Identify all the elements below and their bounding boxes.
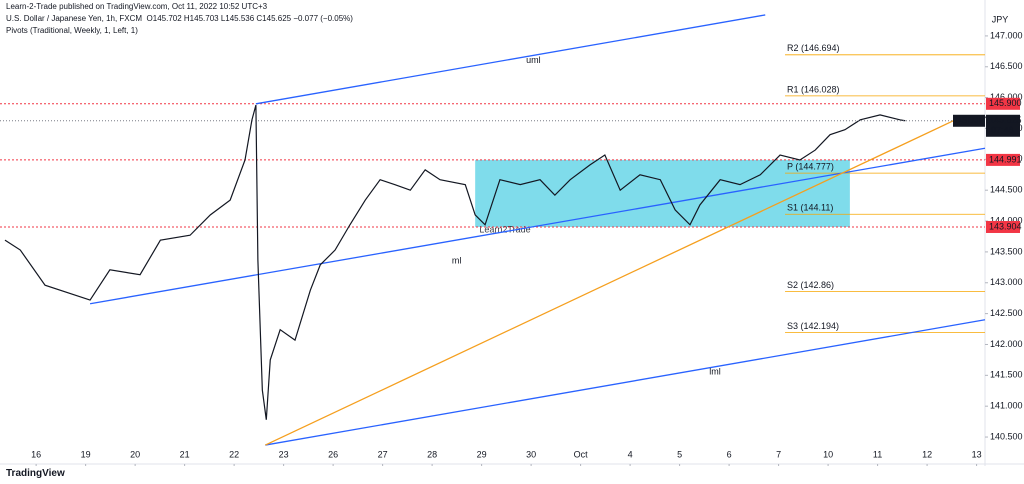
y-tick-label: 141.500 [990, 370, 1023, 380]
x-tick-label: 12 [922, 449, 932, 459]
level-tag [986, 153, 1020, 166]
level-tag [986, 97, 1020, 110]
x-tick-label: Oct [574, 449, 589, 459]
trendline-label: ml [452, 256, 462, 266]
symbol-tag [953, 114, 985, 127]
ohlc: O145.702 H145.703 L145.536 C145.625 −0.0… [146, 14, 353, 23]
pivot-label: R2 (146.694) [787, 43, 840, 53]
y-tick-label: 142.000 [990, 339, 1023, 349]
y-tick-label: 140.500 [990, 431, 1023, 441]
x-tick-label: 10 [823, 449, 833, 459]
x-tick-label: 6 [727, 449, 732, 459]
pivot-label: P (144.777) [787, 161, 834, 171]
watermark: Learn2Trade [479, 224, 530, 234]
level-label: 144.991 [989, 154, 1022, 164]
chart: JPY 140.500 141.000 141.500 142.000 142.500 14… [0, 0, 1024, 466]
x-tick-label: 22 [229, 449, 239, 459]
level-label: 143.904 [989, 221, 1022, 231]
zone [475, 159, 850, 227]
trendline-label: uml [526, 55, 541, 65]
x-tick-label: 11 [873, 449, 882, 459]
y-tick-label: 144.000 [990, 215, 1023, 225]
pivot-label: S1 (144.11) [787, 203, 833, 213]
price-tag-time: 07:48 [991, 125, 1014, 135]
x-tick-label: 21 [180, 449, 190, 459]
currency: JPY [992, 14, 1009, 24]
level-label: 145.900 [989, 98, 1022, 108]
x-tick-label: 30 [526, 449, 536, 459]
symbol: U.S. Dollar / Japanese Yen, 1h, FXCM [6, 14, 143, 23]
symbol-tag-label: USDJPY [955, 115, 991, 125]
y-tick-label: 143.500 [990, 246, 1023, 256]
symbol-line: U.S. Dollar / Japanese Yen, 1h, FXCM O14… [6, 14, 353, 23]
y-tick-label: 144.500 [990, 185, 1023, 195]
trendline-label: lml [709, 367, 721, 377]
x-tick-label: 13 [972, 449, 982, 459]
x-tick-label: 7 [776, 449, 781, 459]
y-tick-label: 141.000 [990, 401, 1023, 411]
trendline [89, 147, 986, 305]
y-tick-label: 147.000 [990, 30, 1023, 40]
x-tick-label: 4 [628, 449, 633, 459]
y-tick-label: 142.500 [990, 308, 1023, 318]
price-line [4, 104, 906, 420]
x-tick-label: 26 [328, 449, 338, 459]
x-tick-label: 20 [130, 449, 140, 459]
x-tick-label: 23 [279, 449, 289, 459]
pivot-label: R1 (146.028) [787, 84, 840, 94]
y-tick-label: 146.000 [990, 92, 1023, 102]
pivot-label: S3 (142.194) [787, 321, 839, 331]
price-tag [986, 114, 1020, 137]
pivot-label: S2 (142.86) [787, 280, 834, 290]
y-tick-label: 146.500 [990, 61, 1023, 71]
price-tag-label: 145.625 [989, 115, 1022, 125]
indicator: Pivots (Traditional, Weekly, 1, Left, 1) [6, 26, 138, 35]
x-tick-label: 28 [427, 449, 437, 459]
publisher: Learn-2-Trade published on TradingView.c… [6, 2, 268, 11]
level-tag [986, 220, 1020, 233]
trendline [255, 14, 766, 105]
x-tick-label: 27 [378, 449, 388, 459]
brand: TradingView [6, 468, 65, 479]
x-tick-label: 5 [677, 449, 682, 459]
y-tick-label: 143.000 [990, 277, 1023, 287]
x-tick-label: 19 [81, 449, 91, 459]
trendline [265, 319, 986, 446]
x-tick-label: 29 [477, 449, 487, 459]
trendline [265, 119, 956, 446]
x-tick-label: 16 [31, 449, 41, 459]
